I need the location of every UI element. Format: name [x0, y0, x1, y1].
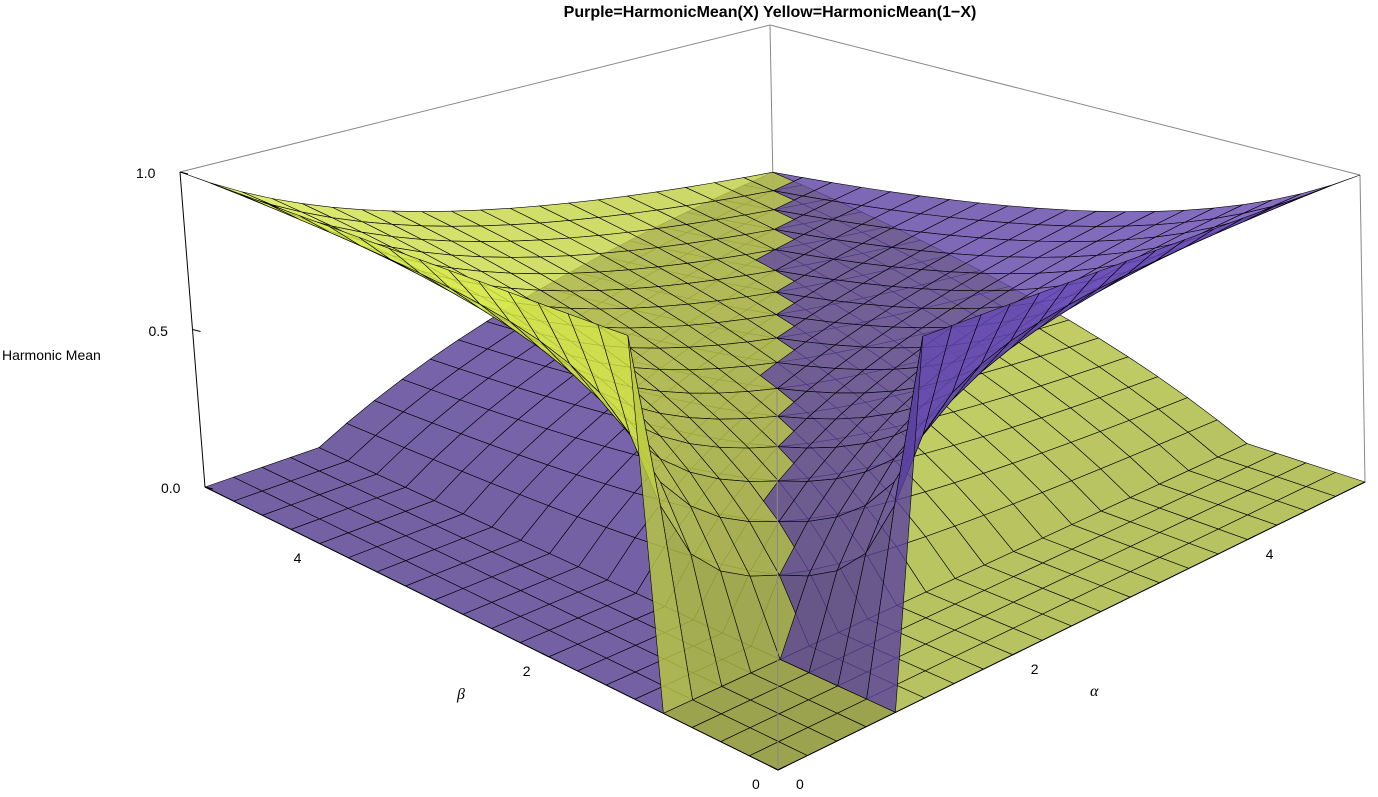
z-tick [179, 171, 189, 175]
box-edge [776, 389, 779, 771]
beta-tick-label: 4 [293, 549, 302, 566]
beta-tick [540, 652, 550, 658]
box-edge [1359, 174, 1366, 483]
y-axis-label: β [457, 686, 465, 703]
alpha-tick [777, 765, 787, 771]
z-tick-label: 0.0 [161, 480, 181, 496]
z-axis-label: Harmonic Mean [2, 347, 101, 363]
z-tick-label: 0.5 [148, 322, 168, 339]
beta-tick [311, 539, 320, 545]
z-tick [204, 486, 214, 490]
alpha-tick-label: 2 [1030, 660, 1039, 677]
x-axis-label: α [1090, 683, 1099, 700]
alpha-tick-label: 0 [796, 776, 804, 792]
z-tick [192, 329, 201, 332]
alpha-axis-line [777, 481, 1366, 771]
beta-tick [769, 765, 779, 771]
purple-surface-patch [1272, 185, 1331, 207]
alpha-tick [1012, 650, 1022, 656]
z-tick-label: 1.0 [136, 165, 156, 181]
box-edge [769, 24, 1361, 176]
beta-axis-line [204, 486, 779, 771]
beta-tick-label: 2 [522, 662, 531, 679]
alpha-tick [1247, 535, 1256, 541]
chart-title: Purple=HarmonicMean(X) Yellow=HarmonicMe… [563, 4, 977, 21]
box-edge [179, 24, 771, 173]
yellow-surface-patch [209, 182, 271, 208]
beta-tick-label: 0 [752, 776, 760, 792]
alpha-tick-label: 4 [1265, 545, 1274, 562]
